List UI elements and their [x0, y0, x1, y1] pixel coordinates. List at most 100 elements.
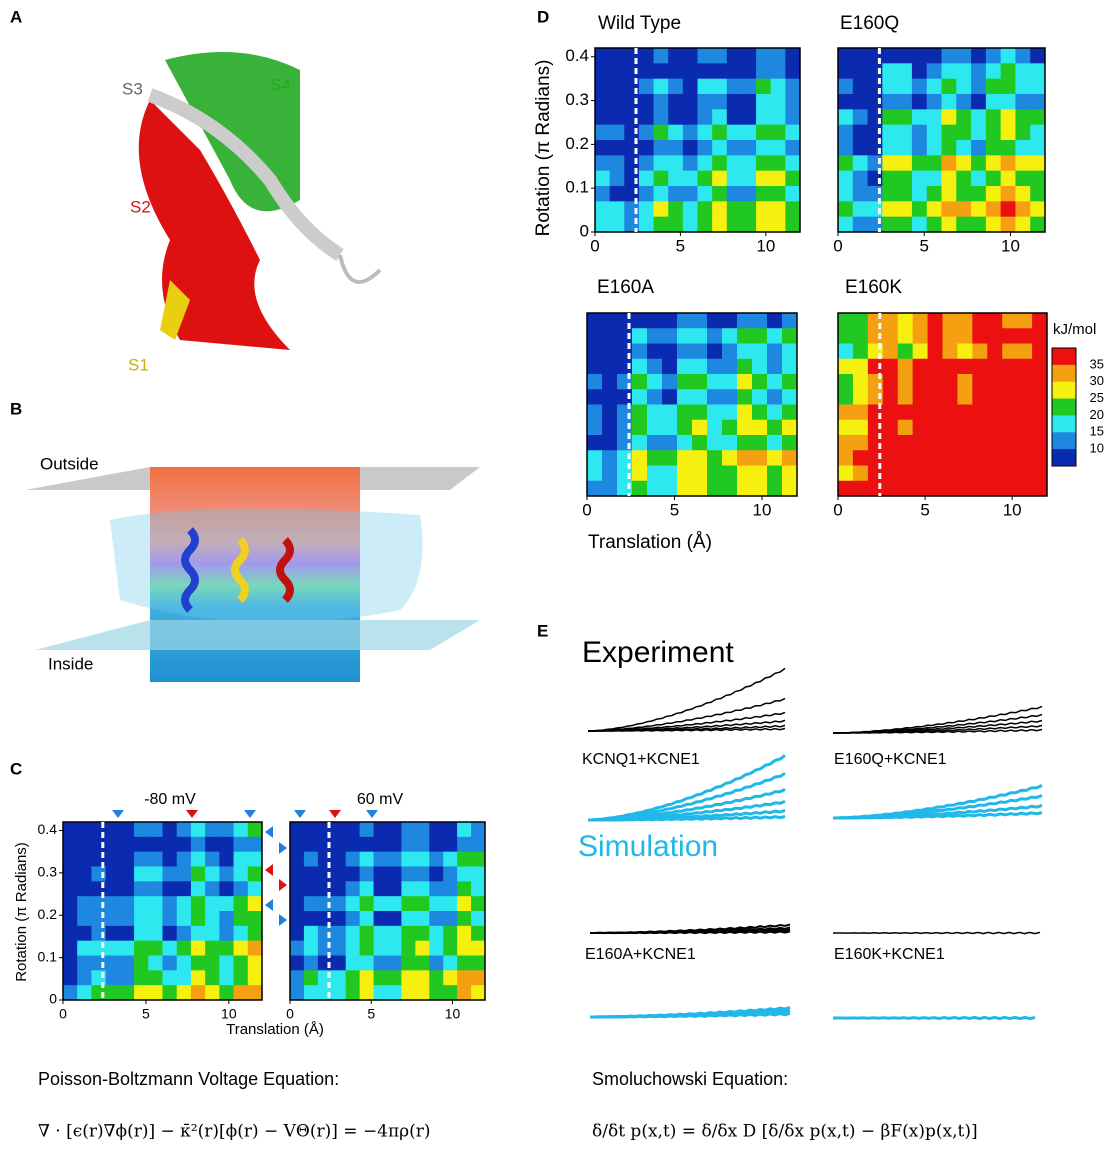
contour-cell — [677, 419, 693, 436]
contour-cell — [987, 450, 1003, 466]
contour-cell — [105, 985, 121, 1001]
contour-cell — [162, 881, 178, 897]
contour-cell — [303, 940, 319, 956]
contour-cell — [912, 404, 929, 421]
contour-cell — [609, 94, 625, 110]
contour-cell — [1000, 78, 1016, 95]
contour-cell — [345, 940, 361, 956]
contour-cell — [647, 450, 663, 466]
contour-cell — [134, 970, 149, 986]
contour-cell — [927, 435, 943, 451]
contour-cell — [91, 836, 107, 853]
contour-cell — [401, 836, 416, 853]
contour-cell — [602, 404, 618, 421]
contour-cell — [668, 63, 684, 80]
contour-cell — [662, 450, 678, 466]
contour-cell — [653, 216, 669, 233]
contour-cell — [662, 358, 678, 375]
contour-cell — [912, 450, 929, 466]
contour-cell — [770, 94, 786, 110]
contour-cell — [1000, 170, 1016, 187]
contour-cell — [782, 450, 798, 466]
contour-cell — [697, 48, 713, 64]
contour-cell — [415, 896, 430, 912]
contour-cell — [415, 970, 430, 986]
contour-cell — [927, 343, 943, 360]
contour-cell — [767, 343, 783, 360]
contour-cell — [457, 970, 472, 986]
contour-cell — [912, 358, 929, 375]
contour-cell — [609, 124, 625, 141]
contour-cell — [176, 970, 192, 986]
contour-cell — [707, 313, 723, 329]
contour-cell — [119, 940, 135, 956]
contour-cell — [985, 186, 1002, 202]
contour-cell — [162, 822, 178, 838]
contour-cell — [1002, 328, 1018, 344]
contour-cell — [782, 435, 798, 451]
contour-cell — [373, 911, 388, 927]
contour-cell — [1017, 465, 1033, 482]
contour-cell — [148, 881, 163, 897]
contour-cell — [741, 109, 757, 126]
contour-cell — [1017, 435, 1033, 451]
contour-cell — [1030, 186, 1046, 202]
current-trace — [833, 810, 1043, 820]
contour-cell — [707, 328, 723, 344]
contour-cell — [443, 970, 458, 986]
contour-cell — [882, 343, 899, 360]
contour-cell — [359, 985, 375, 1001]
contour-cell — [682, 155, 698, 172]
contour-cell — [429, 925, 444, 942]
contour-cell — [897, 450, 914, 466]
contour-cell — [897, 216, 913, 233]
contour-cell — [677, 313, 693, 329]
y-tick-label: 0 — [580, 221, 589, 240]
contour-cell — [752, 480, 768, 497]
contour-cell — [785, 140, 801, 156]
contour-cell — [941, 170, 957, 187]
equation-title: Poisson-Boltzmann Voltage Equation: — [38, 1069, 339, 1089]
contour-cell — [148, 970, 163, 986]
contour-cell — [941, 140, 957, 156]
contour-cell — [415, 881, 430, 897]
membrane-model — [25, 467, 480, 682]
contour-cell — [119, 911, 135, 927]
contour-cell — [927, 419, 943, 436]
contour-cell — [205, 881, 220, 897]
contour-cell — [233, 881, 249, 897]
contour-cell — [443, 925, 458, 942]
contour-cell — [956, 109, 972, 126]
contour-cell — [602, 374, 618, 390]
contour-cell — [942, 374, 958, 390]
contour-cell — [897, 63, 913, 80]
contour-cell — [148, 896, 163, 912]
contour-cell — [1032, 389, 1048, 405]
plot-title: 60 mV — [357, 791, 404, 808]
contour-cell — [429, 896, 444, 912]
contour-cell — [770, 155, 786, 172]
contour-cell — [1030, 170, 1046, 187]
contour-cell — [897, 94, 913, 110]
contour-cell — [785, 124, 801, 141]
contour-cell — [1000, 94, 1016, 110]
contour-cell — [1030, 78, 1046, 95]
contour-cell — [609, 186, 625, 202]
contour-cell — [971, 109, 987, 126]
plot-title: Wild Type — [598, 13, 681, 34]
contour-cell — [63, 925, 78, 942]
contour-cell — [387, 836, 402, 853]
contour-cell — [176, 866, 192, 882]
contour-cell — [722, 450, 738, 466]
contour-cell — [957, 358, 973, 375]
contour-cell — [867, 328, 884, 344]
contour-cell — [852, 480, 869, 497]
contour-cell — [587, 465, 603, 482]
equation: ∇ · [ϵ(r)∇ϕ(r)] − κ̄²(r)[ϕ(r) − VΘ(r)] =… — [38, 1122, 431, 1142]
contour-cell — [838, 124, 854, 141]
contour-cell — [647, 328, 663, 344]
contour-cell — [595, 186, 611, 202]
contour-cell — [429, 955, 444, 971]
contour-cell — [882, 216, 898, 233]
contour-cell — [722, 389, 738, 405]
